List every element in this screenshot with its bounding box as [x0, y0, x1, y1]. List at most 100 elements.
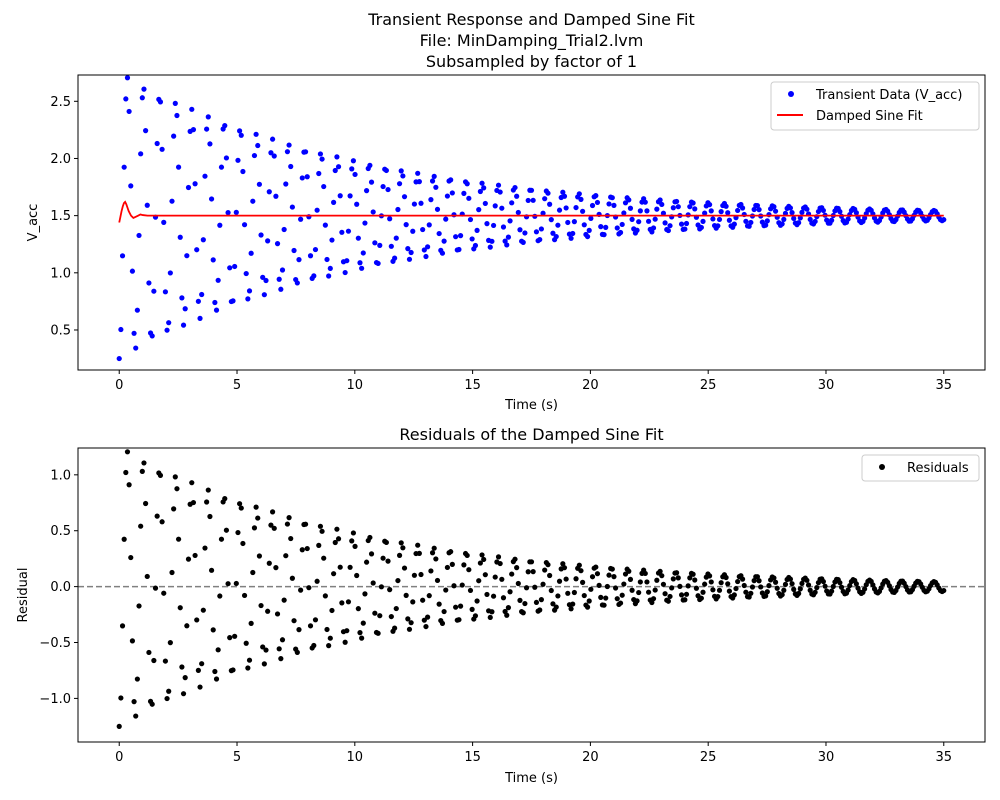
data-point [235, 157, 241, 163]
data-point [497, 560, 503, 567]
data-point [588, 586, 594, 592]
data-point [675, 204, 681, 210]
data-point [469, 606, 475, 612]
data-point [144, 573, 150, 580]
data-point [375, 260, 381, 267]
data-point [227, 635, 233, 641]
data-point [205, 487, 211, 493]
x-tick-label: 15 [464, 378, 481, 393]
data-point [331, 571, 337, 577]
data-point [299, 175, 305, 181]
data-point [685, 583, 691, 589]
data-point [448, 549, 454, 555]
data-point [649, 229, 655, 235]
data-point [771, 575, 777, 581]
data-point [423, 253, 429, 260]
data-point [405, 616, 411, 622]
data-point [166, 320, 172, 326]
data-point [245, 296, 251, 302]
data-point [317, 523, 324, 529]
data-point [255, 142, 261, 149]
data-point [626, 197, 632, 203]
data-point [383, 167, 389, 174]
plot-area [116, 75, 947, 362]
data-point [238, 505, 244, 511]
data-point [387, 587, 393, 593]
data-point [670, 576, 676, 582]
data-point [804, 206, 810, 212]
data-point [180, 691, 187, 697]
data-point [613, 585, 619, 591]
y-tick: 0.5 [50, 323, 78, 338]
data-point [609, 566, 615, 572]
data-point [749, 584, 756, 590]
data-point [202, 173, 208, 179]
data-point [571, 219, 577, 225]
data-point [311, 642, 317, 649]
data-point [367, 534, 373, 541]
data-point [662, 220, 668, 226]
data-point [345, 228, 352, 234]
data-point [243, 270, 249, 277]
data-point [555, 222, 561, 228]
data-point [392, 625, 398, 631]
data-point [273, 565, 279, 571]
data-point [878, 585, 884, 591]
data-point [505, 234, 512, 240]
data-point [571, 589, 577, 596]
data-point [401, 194, 408, 200]
data-point [240, 168, 246, 175]
data-point [509, 571, 515, 577]
x-tick-label: 30 [818, 750, 835, 765]
data-point [400, 173, 406, 179]
data-point [448, 177, 454, 183]
data-point [171, 133, 177, 139]
legend-box [770, 81, 980, 131]
data-point [146, 280, 152, 286]
data-point [159, 519, 165, 525]
data-point [606, 572, 612, 578]
data-point [202, 545, 208, 551]
data-point [274, 241, 281, 247]
data-point [482, 572, 488, 578]
data-point [545, 190, 551, 196]
data-point [121, 536, 127, 542]
x-tick: 10 [347, 742, 363, 765]
data-point [787, 576, 794, 582]
data-point [271, 525, 277, 531]
x-tick-label: 15 [464, 750, 481, 765]
data-point [326, 273, 332, 279]
data-point [601, 232, 607, 238]
data-point [128, 183, 134, 189]
data-point [194, 247, 200, 253]
data-point [637, 579, 643, 585]
data-point [352, 543, 358, 549]
data-point [271, 153, 277, 159]
data-point [472, 242, 479, 249]
data-point [507, 218, 513, 224]
data-point [581, 222, 587, 228]
data-point [278, 656, 284, 662]
data-point [350, 158, 356, 164]
y-tick: −0.5 [39, 636, 78, 651]
data-point [588, 215, 594, 222]
data-point [710, 216, 716, 222]
data-point [461, 190, 467, 196]
y-tick-label: 1.5 [50, 209, 71, 224]
data-point [517, 597, 523, 604]
x-tick-label: 20 [582, 378, 599, 393]
data-point [642, 199, 648, 205]
data-point [157, 472, 164, 478]
data-point [190, 499, 197, 506]
data-point [416, 550, 422, 556]
data-point [218, 536, 225, 542]
data-point [192, 552, 198, 559]
data-point [586, 598, 592, 604]
data-point [853, 581, 859, 587]
data-point [563, 576, 569, 582]
data-point [457, 233, 464, 239]
data-point [725, 210, 731, 216]
data-point [281, 597, 287, 603]
data-point [312, 617, 319, 623]
axes-frame [77, 74, 986, 371]
